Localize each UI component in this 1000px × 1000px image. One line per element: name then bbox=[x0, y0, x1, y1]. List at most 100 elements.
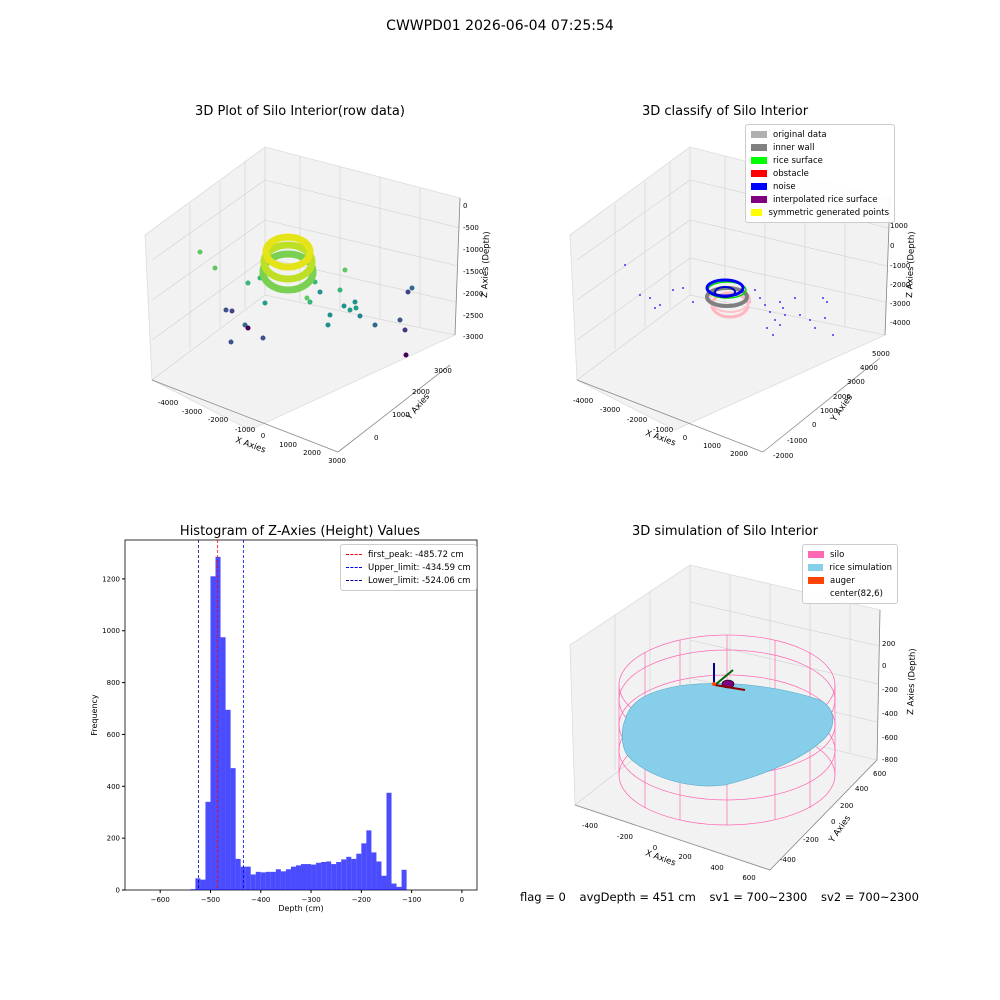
histogram-bar bbox=[331, 864, 337, 890]
axis-lines bbox=[151, 197, 461, 453]
histogram-bar bbox=[351, 858, 357, 890]
x-ticks: −600 −500 −400 −300 −200 −100 0 bbox=[151, 890, 464, 904]
silo-rings bbox=[705, 278, 751, 319]
svg-text:1000: 1000 bbox=[279, 441, 297, 449]
panel4-title: 3D simulation of Silo Interior bbox=[632, 524, 818, 539]
legend-label: noise bbox=[773, 181, 796, 192]
y-tick-label: 400 bbox=[107, 783, 120, 791]
histogram-bar bbox=[260, 872, 266, 890]
panel1-title: 3D Plot of Silo Interior(row data) bbox=[195, 104, 405, 119]
histogram-chart: −600 −500 −400 −300 −200 −100 0 0 200 400 600 800 1… bbox=[90, 539, 478, 913]
legend-swatch bbox=[808, 590, 824, 597]
histogram-bars bbox=[190, 556, 407, 890]
auger bbox=[712, 663, 746, 691]
rice-surface-ring bbox=[259, 233, 317, 294]
histogram-bar bbox=[316, 862, 322, 890]
simulation-legend-item: auger bbox=[808, 574, 892, 587]
histogram-bar bbox=[275, 869, 281, 890]
classify-legend-item: rice surface bbox=[751, 154, 889, 167]
histogram-bar bbox=[245, 866, 251, 890]
svg-text:0: 0 bbox=[653, 844, 657, 852]
svg-text:-4000: -4000 bbox=[890, 319, 910, 327]
histogram-bar bbox=[306, 864, 312, 890]
svg-text:600: 600 bbox=[742, 874, 755, 882]
svg-text:0: 0 bbox=[683, 434, 687, 442]
svg-text:200: 200 bbox=[840, 802, 853, 810]
avg-depth-text: avgDepth = 451 cm bbox=[579, 890, 696, 904]
simulation-legend-item: silo bbox=[808, 548, 892, 561]
legend-swatch bbox=[346, 554, 362, 555]
svg-text:-4000: -4000 bbox=[573, 397, 593, 405]
classify-legend-item: original data bbox=[751, 128, 889, 141]
legend-label: first_peak: -485.72 cm bbox=[368, 549, 464, 560]
legend-swatch bbox=[346, 567, 362, 568]
svg-text:3000: 3000 bbox=[328, 457, 346, 465]
svg-text:0: 0 bbox=[374, 434, 378, 442]
x-tick-labels: -4000 -3000 -2000 -1000 0 1000 2000 bbox=[573, 397, 748, 458]
legend-swatch bbox=[808, 551, 824, 558]
y-tick-label: 1200 bbox=[102, 575, 120, 583]
classify-legend-item: obstacle bbox=[751, 167, 889, 180]
classify-legend-item: symmetric generated points bbox=[751, 206, 889, 219]
scatter-points bbox=[197, 249, 415, 358]
histogram-bar bbox=[290, 866, 296, 890]
histogram-bar bbox=[311, 864, 317, 890]
svg-text:0: 0 bbox=[882, 662, 886, 670]
histogram-bar bbox=[361, 843, 367, 890]
histogram-bar bbox=[366, 830, 372, 890]
plot-frame bbox=[124, 539, 478, 891]
histogram-bar bbox=[215, 556, 221, 890]
y-tick-labels: 0 1000 2000 3000 bbox=[374, 367, 452, 442]
raw-data-3d-plot: -4000 -3000 -2000 -1000 0 1000 2000 3000… bbox=[144, 146, 492, 465]
svg-text:0: 0 bbox=[831, 818, 835, 826]
histogram-bar bbox=[301, 864, 307, 890]
histogram-bar bbox=[285, 869, 291, 890]
histogram-bar bbox=[250, 874, 256, 890]
noise-points bbox=[624, 264, 834, 336]
svg-text:-400: -400 bbox=[882, 710, 898, 718]
svg-text:2000: 2000 bbox=[303, 449, 321, 457]
svg-text:-2500: -2500 bbox=[463, 312, 483, 320]
histogram-legend-item: Lower_limit: -524.06 cm bbox=[346, 574, 471, 587]
histogram-bar bbox=[391, 883, 397, 890]
z-axis-label: Z Axies (Depth) bbox=[480, 231, 492, 298]
legend-label: inner wall bbox=[773, 142, 815, 153]
x-axis-label: Depth (cm) bbox=[278, 904, 323, 913]
legend-swatch bbox=[751, 209, 763, 216]
sv2-text: sv2 = 700~2300 bbox=[821, 890, 919, 904]
svg-text:-800: -800 bbox=[882, 756, 898, 764]
svg-text:5000: 5000 bbox=[872, 350, 890, 358]
histogram-bar bbox=[346, 856, 352, 890]
histogram-bar bbox=[230, 768, 236, 890]
histogram-bar bbox=[341, 859, 347, 890]
y-axis-label: Frequency bbox=[90, 694, 99, 736]
x-tick-label: −600 bbox=[151, 896, 170, 904]
legend-swatch bbox=[751, 157, 767, 164]
status-line: flag = 0 avgDepth = 451 cm sv1 = 700~230… bbox=[520, 890, 929, 904]
y-tick-label: 800 bbox=[107, 679, 120, 687]
classify-legend: original data inner wall rice surface obsta… bbox=[745, 124, 895, 223]
svg-text:-3000: -3000 bbox=[890, 300, 910, 308]
svg-text:-1000: -1000 bbox=[890, 262, 910, 270]
y-ticks: 0 200 400 600 800 1000 1200 bbox=[102, 575, 125, 895]
rice-simulation-surface bbox=[621, 683, 833, 787]
x-tick-label: −200 bbox=[352, 896, 371, 904]
svg-text:2000: 2000 bbox=[730, 450, 748, 458]
svg-text:-4000: -4000 bbox=[158, 399, 178, 407]
y-tick-label: 600 bbox=[107, 731, 120, 739]
svg-text:-3000: -3000 bbox=[182, 408, 202, 416]
svg-text:-600: -600 bbox=[882, 734, 898, 742]
histogram-bar bbox=[270, 871, 276, 890]
histogram-legend-item: first_peak: -485.72 cm bbox=[346, 548, 471, 561]
histogram-bar bbox=[225, 709, 231, 890]
legend-swatch bbox=[751, 196, 767, 203]
y-tick-label: 0 bbox=[116, 887, 120, 895]
svg-text:1000: 1000 bbox=[703, 442, 721, 450]
simulation-3d-plot: -400 -200 0 200 400 600 -400 -200 0 200 … bbox=[569, 564, 918, 882]
histogram-bar bbox=[195, 878, 201, 890]
svg-text:-200: -200 bbox=[617, 833, 633, 841]
histogram-bar bbox=[321, 862, 327, 890]
x-tick-label: 0 bbox=[460, 896, 464, 904]
histogram-title: Histogram of Z-Axies (Height) Values bbox=[179, 524, 421, 539]
svg-text:-3000: -3000 bbox=[600, 406, 620, 414]
